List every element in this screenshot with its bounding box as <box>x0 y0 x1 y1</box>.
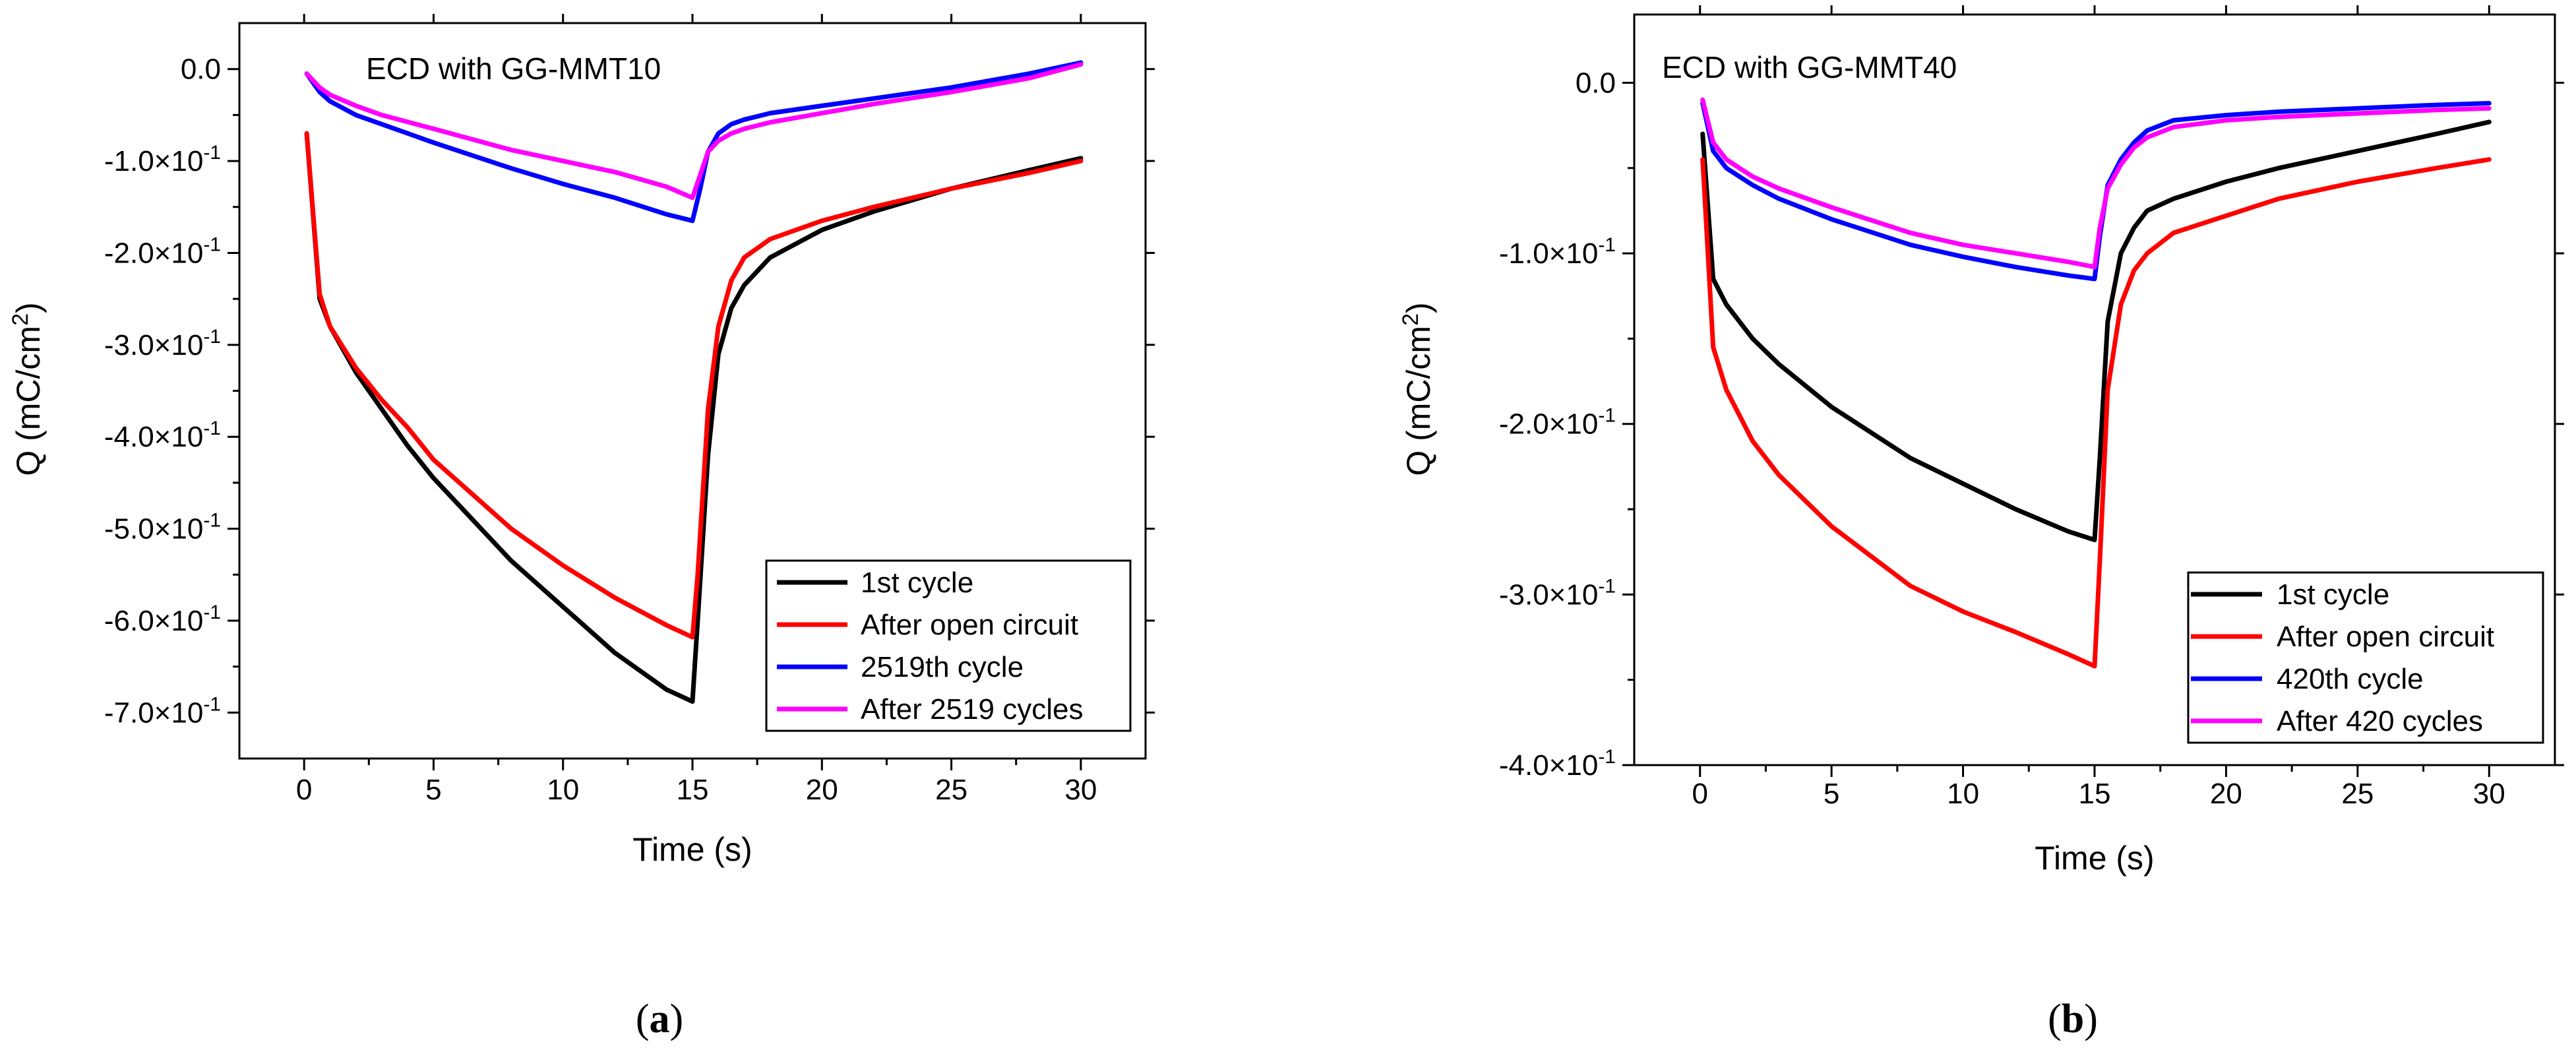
x-axis-label: Time (s) <box>632 831 752 868</box>
y-tick-label: -4.0×10-1 <box>1499 746 1616 782</box>
y-tick-label: -6.0×10-1 <box>104 602 221 637</box>
x-tick-label: 30 <box>2473 778 2505 810</box>
chart-panel-a: 0 5 10 15 20 25 30 0.0 -1.0×10-1 -2.0×10-1 -3.0×10… <box>8 14 1155 1041</box>
legend: 1st cycle After open circuit 2519th cycle A… <box>765 559 1132 732</box>
y-tick-label: -2.0×10-1 <box>1499 405 1616 441</box>
x-tick-label: 25 <box>2341 778 2374 810</box>
chart-panel-b: 0 5 10 15 20 25 30 0.0 -1.0×10-1 -2.0×10-1 -3.0×10… <box>1398 5 2564 1041</box>
legend: 1st cycle After open circuit 420th cycle Af… <box>2187 571 2544 744</box>
x-tick-label: 10 <box>1947 778 1979 810</box>
x-tick-label: 15 <box>677 774 709 806</box>
series-lines <box>1700 97 2492 669</box>
x-axis-label: Time (s) <box>2035 840 2154 877</box>
y-tick-label: -3.0×10-1 <box>104 326 221 361</box>
x-tick-label: 20 <box>2210 778 2242 810</box>
y-tick-label: -5.0×10-1 <box>104 510 221 545</box>
series-line-4 <box>304 62 1084 201</box>
chart-annotation: ECD with GG-MMT10 <box>366 51 661 86</box>
legend-box <box>2187 571 2544 744</box>
y-tick-label: -1.0×10-1 <box>104 142 221 177</box>
x-tick-label: 10 <box>547 774 579 806</box>
series-line-2 <box>304 131 1084 640</box>
y-tick-label: -7.0×10-1 <box>104 693 221 729</box>
legend-entry-3: 420th cycle <box>2277 663 2424 695</box>
series-line-2 <box>1700 157 2492 669</box>
y-tick-label: -4.0×10-1 <box>104 418 221 453</box>
series-line-1 <box>304 131 1084 704</box>
y-tick-label: -1.0×10-1 <box>1499 234 1616 270</box>
series-line-3 <box>304 60 1084 224</box>
x-tick-label: 0 <box>1692 778 1707 810</box>
panel-label: (a) <box>636 997 683 1041</box>
x-tick-label: 5 <box>1824 778 1839 810</box>
x-tick-label: 0 <box>296 774 312 806</box>
x-tick-label: 5 <box>425 774 441 806</box>
legend-entry-2: After open circuit <box>861 609 1078 641</box>
legend-entry-1: 1st cycle <box>2277 578 2389 611</box>
legend-entry-4: After 420 cycles <box>2277 705 2483 737</box>
y-tick-label: -2.0×10-1 <box>104 233 221 269</box>
y-tick-label: -3.0×10-1 <box>1499 575 1616 611</box>
series-lines <box>304 60 1084 704</box>
x-tick-label: 15 <box>2079 778 2111 810</box>
y-axis-label: Q (mC/cm2) <box>1398 302 1437 476</box>
panel-label: (b) <box>2048 997 2098 1041</box>
y-tick-label: 0.0 <box>1576 67 1616 99</box>
y-axis-label: Q (mC/cm2) <box>8 302 47 476</box>
chart-annotation: ECD with GG-MMT40 <box>1662 50 1957 84</box>
legend-box <box>765 559 1132 732</box>
y-tick-label: 0.0 <box>181 53 221 86</box>
legend-entry-3: 2519th cycle <box>861 651 1024 683</box>
legend-entry-4: After 2519 cycles <box>861 693 1084 726</box>
series-line-1 <box>1700 119 2492 543</box>
x-tick-label: 20 <box>806 774 838 806</box>
series-line-4 <box>1700 97 2492 270</box>
x-tick-label: 30 <box>1064 774 1097 806</box>
x-tick-label: 25 <box>935 774 967 806</box>
legend-entry-1: 1st cycle <box>861 567 973 599</box>
legend-entry-2: After open circuit <box>2277 621 2494 653</box>
